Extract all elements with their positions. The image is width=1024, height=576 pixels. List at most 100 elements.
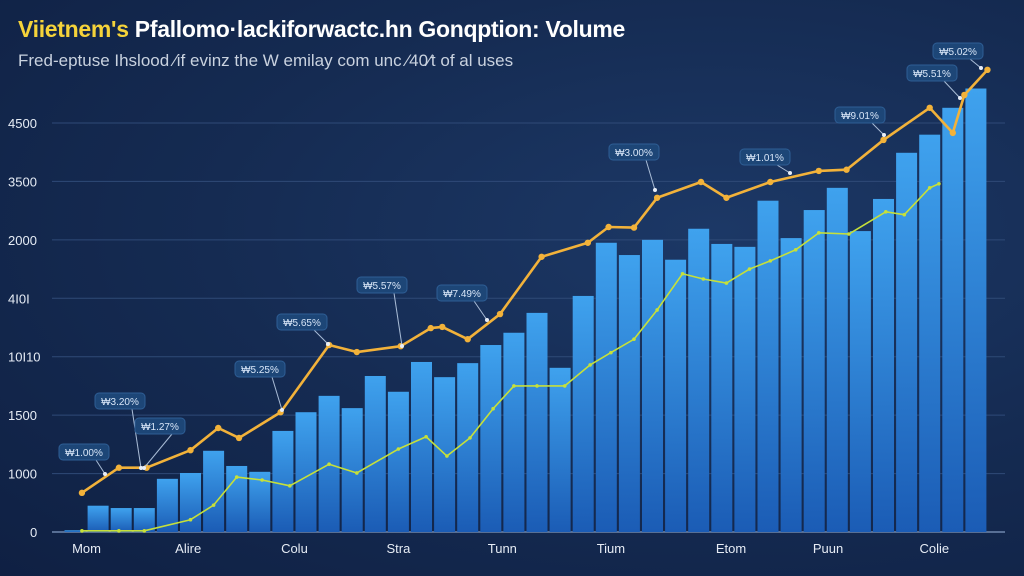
callout-anchor [280, 408, 284, 412]
data-point [424, 434, 428, 439]
bar [156, 478, 178, 532]
bar [942, 107, 964, 532]
data-point [815, 167, 823, 175]
bar [549, 367, 571, 532]
bar [295, 412, 317, 532]
bar [711, 243, 733, 532]
bar [780, 238, 802, 532]
data-point [288, 484, 292, 488]
data-point [588, 363, 592, 367]
x-tick-label: Tunn [488, 541, 517, 556]
bar [364, 375, 386, 532]
callout-leader [969, 58, 982, 69]
x-tick-label: Mom [72, 541, 101, 556]
title-rest: Pfallomo·lackiforwactc.hn Gonqption: Vol… [128, 16, 625, 42]
annotation-callout: ₩5.25% [234, 360, 286, 412]
data-point [630, 224, 638, 231]
callout-leader [271, 376, 283, 411]
callout-label: ₩9.01% [841, 111, 879, 122]
bar [110, 508, 132, 532]
data-point [843, 166, 850, 173]
data-point [496, 310, 504, 318]
bar [572, 295, 594, 532]
annotation-callout: ₩7.49% [436, 284, 489, 322]
annotation-callout: ₩1.00% [58, 443, 110, 476]
callout-anchor [142, 466, 146, 470]
callout-label: ₩5.65% [283, 318, 321, 329]
data-point [653, 194, 661, 201]
data-point [355, 471, 359, 475]
callout-box [356, 276, 408, 294]
callout-anchor [653, 188, 657, 192]
callout-leader [143, 433, 173, 469]
x-tick-label: Colie [920, 541, 950, 556]
data-point [187, 446, 194, 454]
y-tick-label: 1000 [8, 467, 37, 482]
y-tick-label: 10I10 [8, 350, 41, 365]
data-point [701, 277, 706, 281]
data-point [215, 424, 222, 432]
data-point [902, 212, 907, 217]
callout-box [276, 313, 328, 331]
callout-leader [871, 122, 885, 136]
bar [803, 210, 825, 532]
callout-leader [393, 292, 403, 347]
callout-box [608, 143, 660, 161]
data-point [142, 529, 147, 533]
bar [526, 312, 548, 532]
bar [734, 246, 756, 532]
callout-label: ₩1.00% [65, 448, 103, 459]
data-point [768, 259, 773, 263]
data-point [655, 308, 659, 312]
x-tick-label: Etom [716, 541, 746, 556]
bar [203, 450, 225, 532]
data-point [926, 104, 933, 111]
callout-label: ₩3.20% [101, 397, 139, 408]
bar [896, 152, 918, 532]
callout-anchor [103, 472, 107, 476]
data-point [468, 436, 472, 440]
bar [411, 361, 432, 532]
data-point [115, 464, 123, 471]
y-tick-label: 2000 [8, 233, 37, 248]
data-point [78, 489, 86, 497]
data-point [937, 181, 941, 186]
bar [180, 472, 201, 532]
bar [249, 471, 271, 532]
data-point [235, 434, 243, 442]
data-point [353, 348, 361, 356]
annotation-callout: ₩5.02% [932, 42, 984, 70]
bar [965, 88, 987, 532]
green-series-line [81, 183, 940, 532]
data-point [605, 223, 612, 231]
callout-anchor [326, 342, 330, 346]
data-point [535, 384, 539, 388]
y-tick-label: 4500 [8, 116, 37, 131]
annotation-callout: ₩1.01% [739, 148, 792, 175]
data-point [747, 267, 752, 271]
data-point [927, 186, 932, 190]
callout-anchor [485, 318, 489, 322]
annotation-callout: ₩9.01% [834, 106, 886, 137]
bar [503, 332, 525, 532]
data-point [724, 281, 729, 285]
bar [757, 200, 779, 532]
data-point [260, 478, 264, 482]
callout-leader [645, 159, 656, 191]
data-point [234, 475, 239, 479]
x-tick-label: Colu [281, 541, 308, 556]
data-point [396, 447, 401, 451]
bar [642, 239, 663, 532]
data-point [117, 529, 121, 533]
y-tick-label: 0 [30, 525, 37, 540]
data-point [884, 210, 888, 214]
data-point [512, 384, 516, 388]
bar [64, 530, 86, 532]
callout-label: ₩5.25% [241, 365, 279, 376]
bar [688, 228, 710, 533]
callout-box [94, 392, 146, 410]
bar [919, 134, 941, 532]
y-tick-label: 3500 [8, 174, 37, 189]
callout-leader [131, 408, 142, 469]
data-point [427, 324, 434, 332]
